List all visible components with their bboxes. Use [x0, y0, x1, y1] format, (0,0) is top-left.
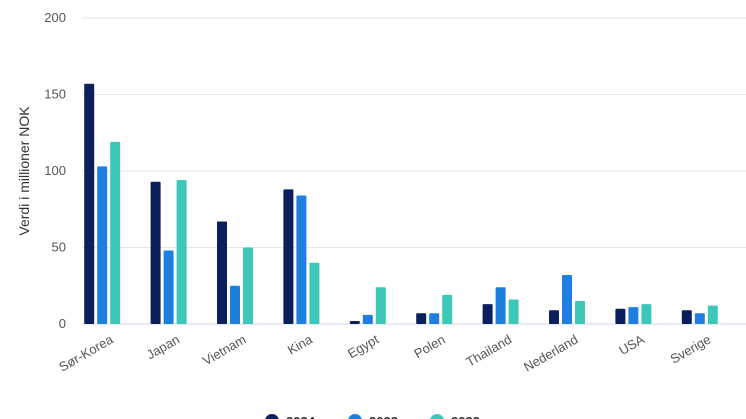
- x-tick-label: Thailand: [463, 332, 514, 370]
- bar-2023-Egypt[interactable]: [362, 314, 373, 324]
- bar-2024-Sør-Korea[interactable]: [84, 83, 95, 324]
- bar-2023-Thailand[interactable]: [495, 287, 506, 324]
- y-tick-label: 50: [52, 240, 66, 255]
- bar-2024-Nederland[interactable]: [549, 310, 559, 324]
- legend[interactable]: 2024 2023 2022: [265, 414, 480, 419]
- bar-2023-Japan[interactable]: [163, 250, 174, 324]
- y-axis-label: Verdi i millioner NOK: [16, 106, 32, 236]
- bar-2022-Sverige[interactable]: [707, 305, 718, 324]
- bar-2023-Sverige[interactable]: [694, 313, 705, 324]
- x-axis-labels: Sør-Korea Japan Vietnam Kina Egypt Polen Thail…: [56, 331, 713, 374]
- bar-2024-USA[interactable]: [615, 308, 626, 324]
- y-tick-label: 0: [59, 316, 66, 331]
- legend-label-2022[interactable]: 2022: [451, 414, 480, 419]
- bar-2022-Egypt[interactable]: [375, 287, 386, 324]
- x-tick-label: Nederland: [521, 332, 580, 375]
- bar-2024-Sverige[interactable]: [681, 310, 692, 324]
- bar-2023-Kina[interactable]: [296, 195, 307, 324]
- bar-2024-Thailand[interactable]: [482, 304, 493, 324]
- y-tick-label: 200: [44, 10, 66, 25]
- legend-label-2024[interactable]: 2024: [286, 414, 316, 419]
- legend-marker-2022[interactable]: [430, 414, 444, 419]
- bar-2023-Sør-Korea[interactable]: [97, 166, 108, 324]
- x-tick-label: Vietnam: [200, 332, 249, 369]
- y-tick-label: 150: [44, 87, 66, 102]
- bar-2023-Nederland[interactable]: [562, 275, 572, 324]
- bar-2022-Vietnam[interactable]: [243, 247, 253, 325]
- bar-2022-USA[interactable]: [641, 304, 652, 324]
- y-axis-ticks: 0 50 100 150 200: [44, 10, 66, 331]
- x-tick-label: Sør-Korea: [56, 331, 116, 374]
- bar-2022-Polen[interactable]: [442, 294, 453, 324]
- legend-marker-2024[interactable]: [265, 414, 279, 419]
- bar-2024-Japan[interactable]: [150, 181, 161, 324]
- x-tick-label: Japan: [144, 332, 182, 363]
- x-tick-label: Polen: [411, 332, 447, 362]
- y-tick-label: 100: [44, 163, 66, 178]
- bar-2022-Thailand[interactable]: [508, 299, 519, 324]
- bar-2023-USA[interactable]: [628, 307, 639, 324]
- bar-2024-Egypt[interactable]: [349, 320, 360, 324]
- bar-2024-Polen[interactable]: [416, 313, 427, 324]
- x-tick-label: Egypt: [345, 331, 382, 361]
- x-tick-label: USA: [616, 331, 647, 358]
- bar-2022-Japan[interactable]: [176, 180, 187, 324]
- bar-2022-Nederland[interactable]: [575, 301, 585, 324]
- x-tick-label: Sverige: [668, 332, 714, 367]
- bar-2024-Kina[interactable]: [283, 189, 294, 324]
- bar-2023-Vietnam[interactable]: [230, 285, 240, 324]
- bar-2023-Polen[interactable]: [429, 313, 440, 324]
- bar-2022-Sør-Korea[interactable]: [110, 141, 121, 324]
- bar-2024-Vietnam[interactable]: [217, 221, 227, 324]
- x-tick-label: Kina: [285, 331, 316, 357]
- bar-2022-Kina[interactable]: [309, 262, 320, 324]
- legend-marker-2023[interactable]: [348, 414, 362, 419]
- legend-label-2023[interactable]: 2023: [369, 414, 398, 419]
- bars: [84, 83, 718, 325]
